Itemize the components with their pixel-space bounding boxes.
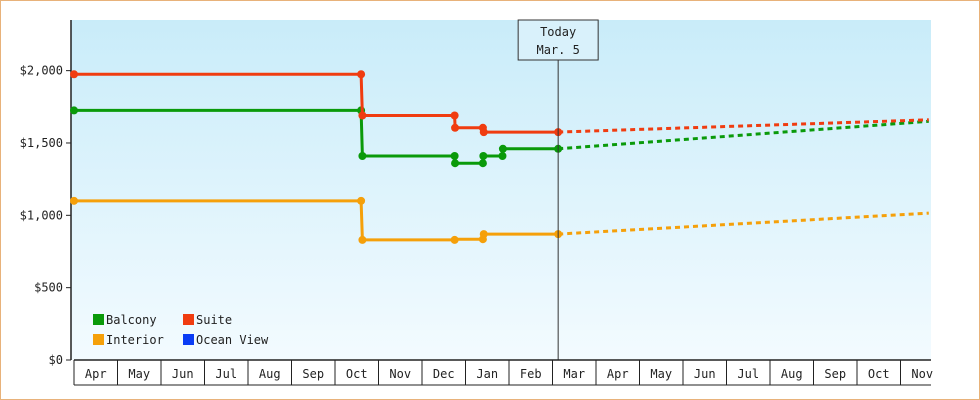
x-tick-label: Nov [911, 367, 933, 381]
x-tick-label: Jul [737, 367, 759, 381]
data-point [479, 230, 488, 239]
x-tick-label: May [128, 367, 150, 381]
data-point [357, 70, 366, 79]
x-tick-label: Jul [215, 367, 237, 381]
legend-swatch [183, 334, 194, 345]
y-tick-label: $1,500 [20, 136, 63, 150]
data-point [478, 159, 487, 168]
legend-label: Ocean View [196, 333, 269, 347]
today-marker: Today Mar. 5 [517, 19, 599, 360]
data-point [358, 111, 367, 120]
data-point [450, 111, 459, 120]
data-point [451, 123, 460, 132]
x-tick-label: Oct [346, 367, 368, 381]
data-point [498, 144, 507, 153]
data-point [450, 152, 459, 160]
data-point [357, 196, 366, 205]
data-point [358, 152, 367, 160]
data-point [70, 106, 78, 115]
x-tick-label: Aug [781, 367, 803, 381]
plot-area [71, 20, 931, 360]
x-tick-label: Jun [694, 367, 716, 381]
legend-swatch [183, 314, 194, 325]
x-tick-label: Apr [607, 367, 629, 381]
data-point [498, 152, 507, 160]
forecast-line-balcony [558, 119, 929, 151]
x-tick-label: Sep [824, 367, 846, 381]
legend-label: Balcony [106, 313, 157, 327]
data-point [450, 235, 459, 244]
data-point [479, 128, 488, 137]
legend-label: Interior [106, 333, 164, 347]
today-box [517, 19, 599, 61]
x-tick-label: Jun [172, 367, 194, 381]
x-tick-label: Jan [476, 367, 498, 381]
legend-label: Suite [196, 313, 232, 327]
forecast-line-suite [558, 118, 929, 134]
x-tick-label: Mar [563, 367, 585, 381]
y-tick-label: $500 [34, 281, 63, 295]
x-tick-label: Dec [433, 367, 455, 381]
x-tick-label: Nov [389, 367, 411, 381]
series-layer [70, 70, 929, 244]
x-tick-label: Feb [520, 367, 542, 381]
today-label: Today [540, 25, 576, 39]
x-tick-label: Oct [868, 367, 890, 381]
forecast-line-interior [558, 211, 929, 236]
data-point [451, 159, 460, 168]
x-tick-label: Sep [302, 367, 324, 381]
legend-swatch [93, 334, 104, 345]
x-tick-label: Apr [85, 367, 107, 381]
x-axis: Apr May Jun Jul Aug Sep Oct Nov Dec Jan Feb Mar Apr M… [73, 359, 933, 386]
y-tick-label: $2,000 [20, 64, 63, 78]
y-tick-label: $1,000 [20, 208, 63, 222]
y-axis: $0 $500 $1,000 $1,500 $2,000 [20, 20, 72, 367]
data-point [479, 152, 488, 160]
data-point [70, 196, 78, 205]
data-point [70, 70, 78, 79]
data-point [358, 235, 367, 244]
today-date: Mar. 5 [536, 43, 579, 57]
y-tick-label: $0 [49, 353, 63, 367]
x-tick-label: May [650, 367, 672, 381]
x-tick-label: Aug [259, 367, 281, 381]
legend: Balcony Interior Suite Ocean View [93, 313, 269, 347]
legend-swatch [93, 314, 104, 325]
